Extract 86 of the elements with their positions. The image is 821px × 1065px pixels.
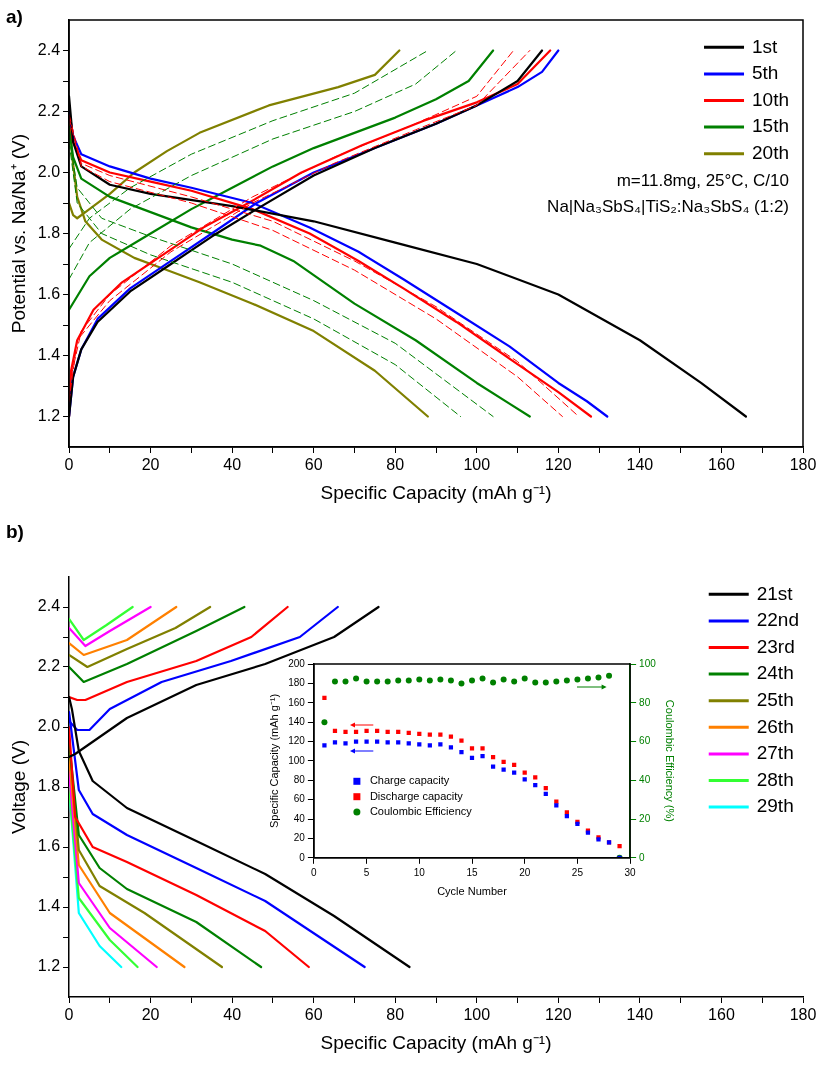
legend-label: 24th bbox=[756, 662, 794, 684]
y2-tick-label: 100 bbox=[639, 657, 657, 669]
y-tick-label: 100 bbox=[288, 754, 306, 766]
x-tick-label: 0 bbox=[64, 1006, 74, 1024]
legend-label: 10th bbox=[752, 88, 789, 110]
y-tick-label: 160 bbox=[288, 696, 306, 708]
y-tick-label: 60 bbox=[293, 793, 306, 805]
x-tick-label: 5 bbox=[363, 866, 370, 878]
x-tick-label: 15 bbox=[466, 866, 478, 878]
y-axis-title: Voltage (V) bbox=[7, 740, 29, 834]
y-tick-label: 1.2 bbox=[37, 406, 61, 424]
x-tick-label: 60 bbox=[304, 1006, 323, 1024]
x-tick-label: 25 bbox=[571, 866, 584, 878]
y-tick-label: 120 bbox=[288, 735, 306, 747]
legend-label: 21st bbox=[756, 582, 794, 604]
legend-label: Discharge capacity bbox=[369, 789, 464, 802]
x-tick-label: 60 bbox=[304, 456, 323, 474]
x-tick-label: 140 bbox=[626, 456, 654, 474]
y-tick-label: 200 bbox=[288, 657, 306, 669]
x-tick-label: 20 bbox=[141, 456, 160, 474]
x-tick-label: 80 bbox=[386, 456, 405, 474]
y-axis-title: Potential vs. Na/Na⁺ (V) bbox=[7, 133, 29, 334]
x-tick-label: 40 bbox=[223, 456, 242, 474]
x-tick-label: 30 bbox=[624, 866, 637, 878]
x-tick-label: 0 bbox=[311, 866, 318, 878]
y-tick-label: 2.4 bbox=[37, 597, 61, 615]
x-tick-label: 120 bbox=[545, 456, 572, 474]
x-tick-label: 10 bbox=[413, 866, 426, 878]
legend-label: 28th bbox=[756, 768, 794, 790]
x-tick-label: 0 bbox=[64, 456, 74, 474]
y-tick-label: 1.6 bbox=[37, 837, 61, 855]
x-tick-label: 180 bbox=[789, 1006, 817, 1024]
y-tick-label: 2.2 bbox=[37, 101, 61, 119]
chart-title: a) bbox=[6, 5, 23, 27]
x-tick-label: 160 bbox=[708, 456, 735, 474]
x-tick-label: 20 bbox=[519, 866, 531, 878]
annotation: m=11.8mg, 25°C, C/10 bbox=[616, 171, 789, 191]
y-tick-label: 140 bbox=[288, 715, 306, 727]
x-tick-label: 100 bbox=[463, 456, 491, 474]
y2-tick-label: 40 bbox=[639, 774, 651, 786]
y-tick-label: 1.8 bbox=[37, 777, 61, 795]
y-tick-label: 1.4 bbox=[37, 345, 61, 363]
y-tick-label: 1.8 bbox=[37, 223, 61, 241]
x-tick-label: 80 bbox=[386, 1006, 405, 1024]
legend-label: 22nd bbox=[756, 609, 800, 631]
y-tick-label: 1.4 bbox=[37, 897, 61, 915]
x-tick-label: 180 bbox=[789, 456, 817, 474]
y-tick-label: 2.0 bbox=[37, 162, 61, 180]
legend-label: 15th bbox=[752, 115, 789, 137]
legend-label: 29th bbox=[756, 795, 794, 817]
y2-tick-label: 60 bbox=[639, 735, 651, 747]
x-tick-label: 140 bbox=[626, 1006, 654, 1024]
y-tick-label: 2.2 bbox=[37, 657, 61, 675]
y-tick-label: 40 bbox=[293, 812, 306, 824]
legend-label: Charge capacity bbox=[369, 774, 450, 787]
legend-label: 25th bbox=[756, 688, 794, 710]
y-axis-title: Specific Capacity (mAh g⁻¹) bbox=[267, 693, 280, 829]
annotation: Na|Na₃SbS₄|TiS₂:Na₃SbS₄ (1:2) bbox=[547, 196, 789, 216]
legend-label: 27th bbox=[756, 742, 794, 764]
x-tick-label: 40 bbox=[223, 1006, 242, 1024]
chart-title: b) bbox=[6, 520, 24, 542]
x-tick-label: 160 bbox=[708, 1006, 735, 1024]
legend-label: 5th bbox=[752, 62, 779, 84]
legend-label: 23rd bbox=[756, 635, 795, 657]
y-tick-label: 0 bbox=[299, 851, 306, 863]
legend-label: Coulombic Efficiency bbox=[369, 805, 473, 818]
y2-axis-title: Coulombic Efficiency (%) bbox=[664, 699, 677, 822]
x-tick-label: 20 bbox=[141, 1006, 160, 1024]
y2-tick-label: 0 bbox=[639, 851, 646, 863]
y-tick-label: 1.6 bbox=[37, 284, 61, 302]
x-axis-title: Specific Capacity (mAh g⁻¹) bbox=[320, 1031, 552, 1053]
legend-label: 1st bbox=[752, 35, 779, 57]
y2-tick-label: 20 bbox=[639, 812, 651, 824]
y-tick-label: 2.0 bbox=[37, 717, 61, 735]
y-tick-label: 80 bbox=[293, 774, 306, 786]
y-tick-label: 180 bbox=[288, 677, 306, 689]
x-axis-title: Specific Capacity (mAh g⁻¹) bbox=[320, 481, 552, 503]
y-tick-label: 2.4 bbox=[37, 40, 61, 58]
x-tick-label: 120 bbox=[545, 1006, 572, 1024]
x-axis-title: Cycle Number bbox=[437, 885, 508, 898]
legend-label: 26th bbox=[756, 715, 794, 737]
x-tick-label: 100 bbox=[463, 1006, 491, 1024]
y-tick-label: 1.2 bbox=[37, 957, 61, 975]
y2-tick-label: 80 bbox=[639, 696, 651, 708]
y-tick-label: 20 bbox=[293, 832, 306, 844]
legend-label: 20th bbox=[752, 141, 789, 163]
